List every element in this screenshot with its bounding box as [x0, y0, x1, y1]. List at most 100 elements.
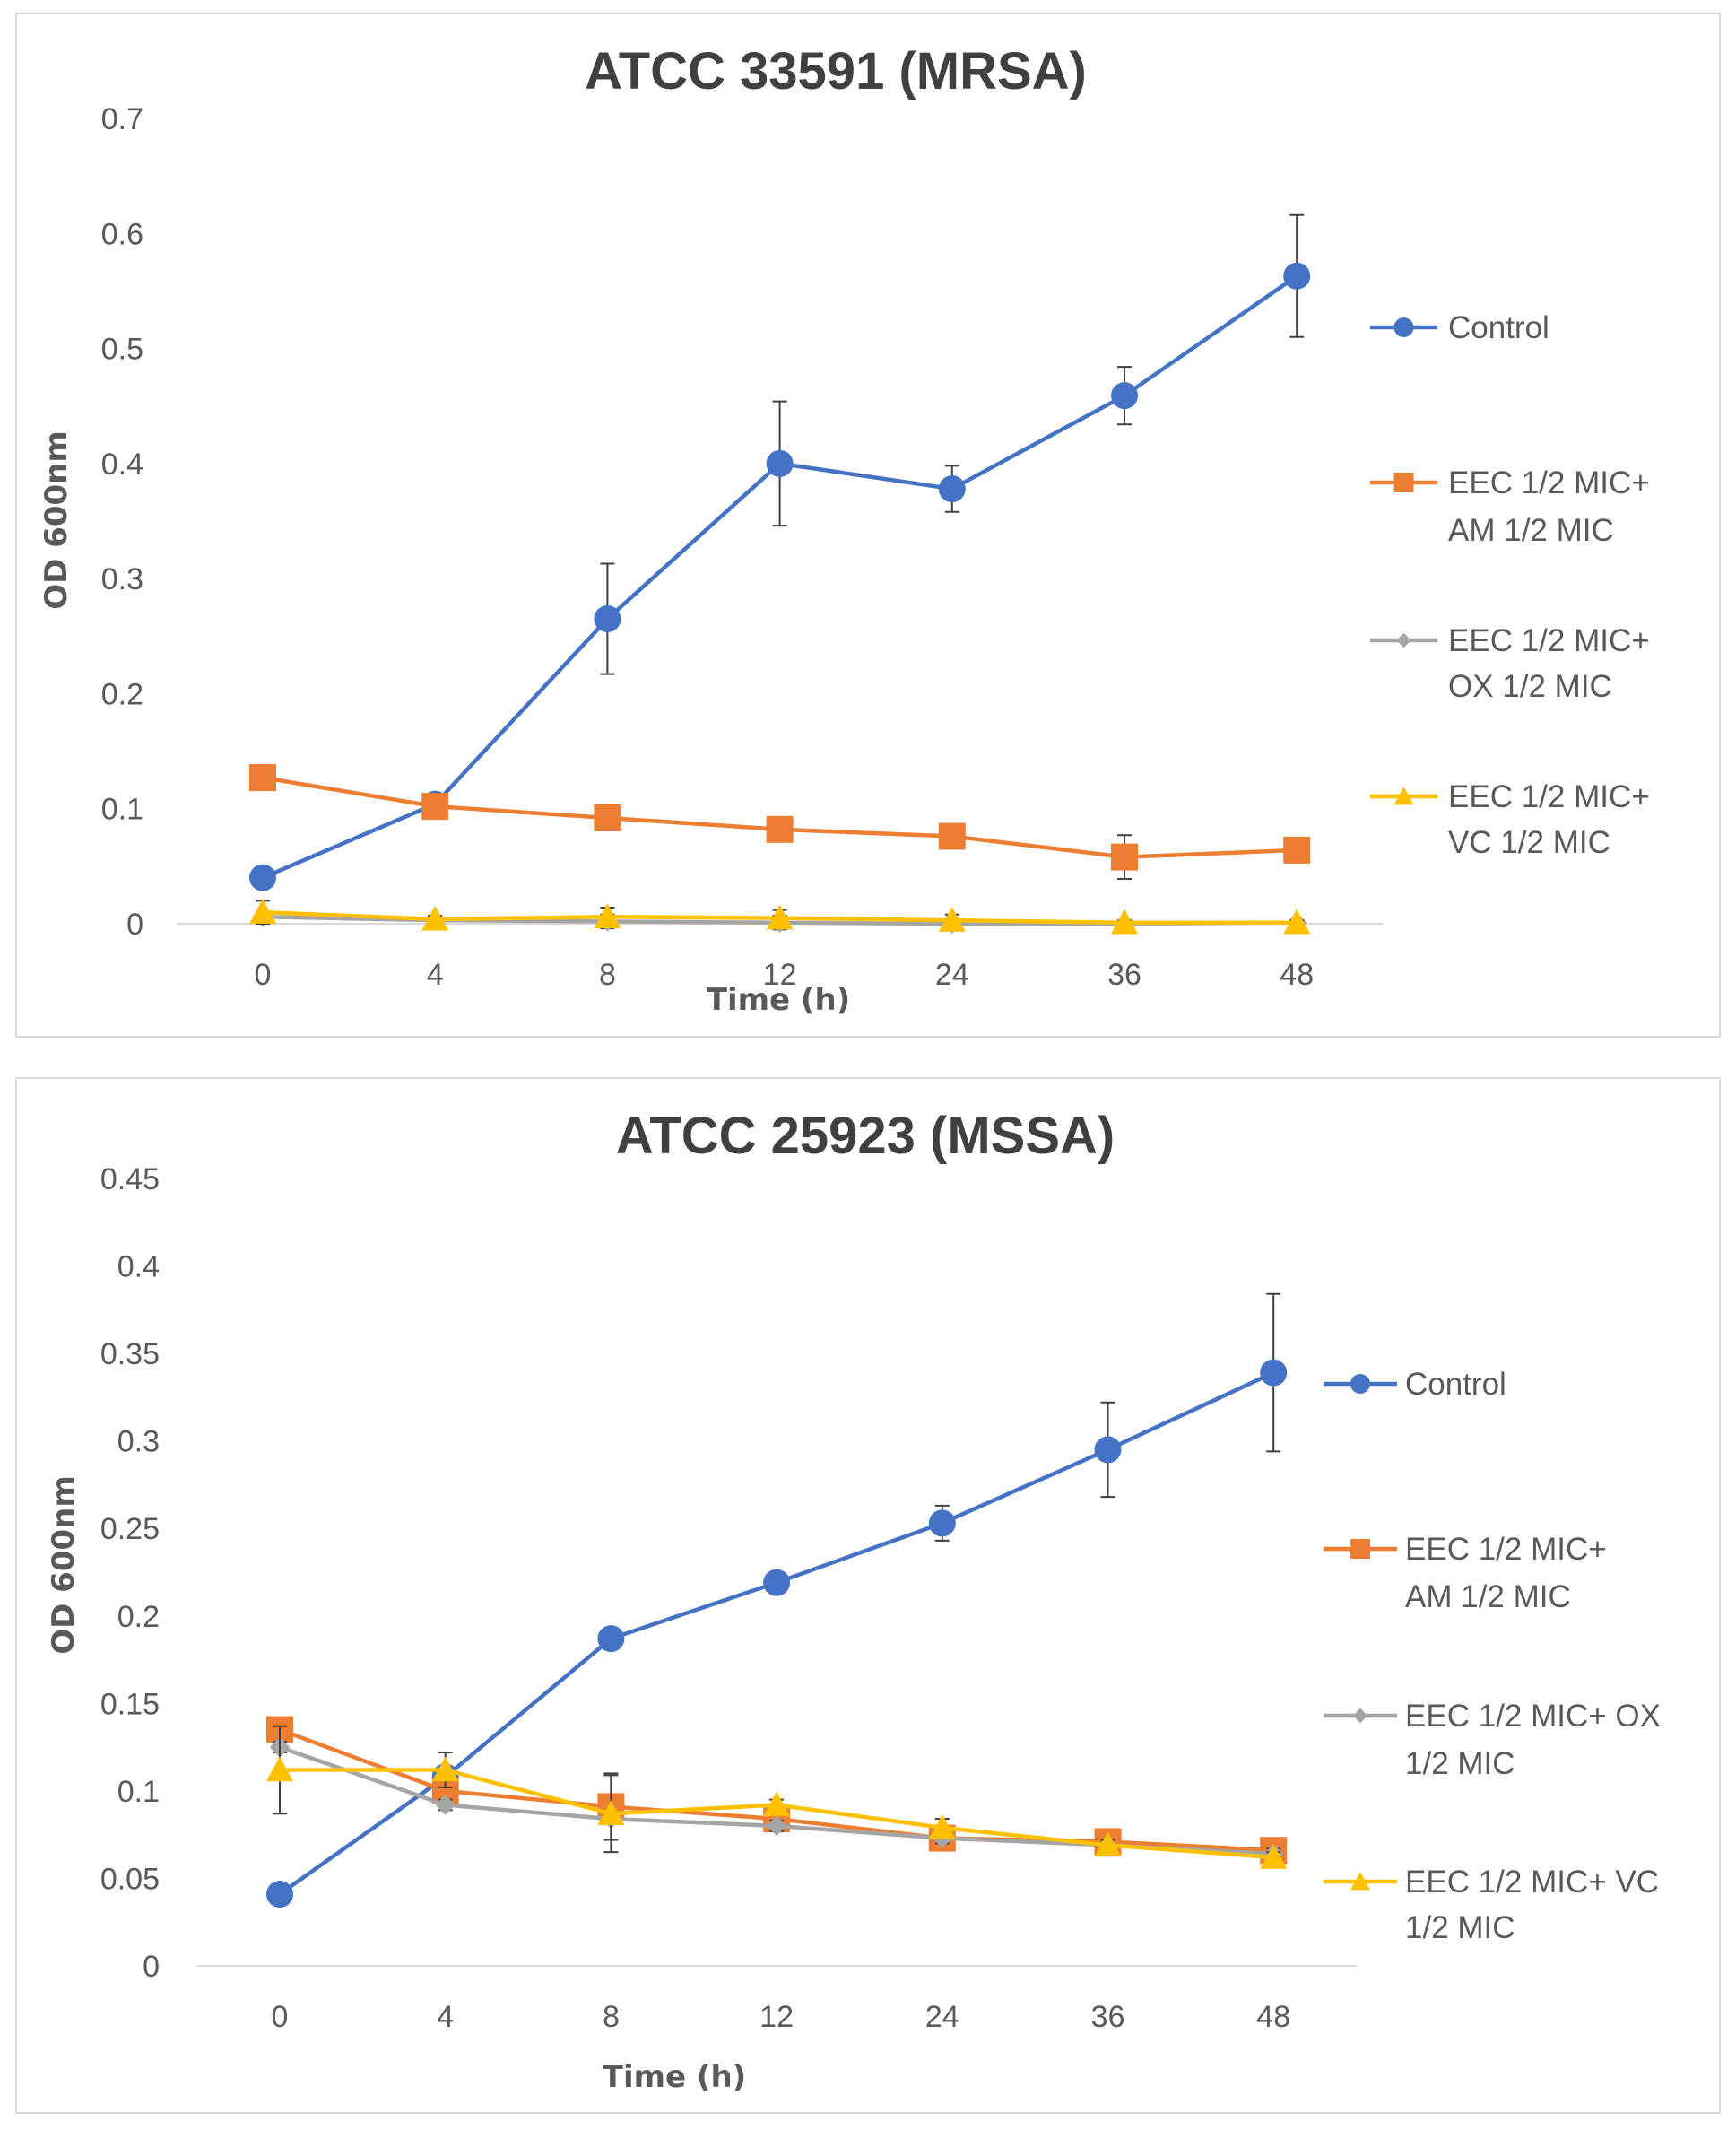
legend-item: EEC 1/2 MIC+ VC 1/2 MIC — [1324, 1865, 1659, 1945]
legend-marker — [1352, 1708, 1368, 1724]
x-tick-label: 8 — [603, 2000, 620, 2034]
x-tick-label: 36 — [1091, 2000, 1125, 2034]
data-point — [1111, 382, 1138, 410]
y-tick-label: 0.3 — [101, 562, 143, 596]
data-point — [766, 1815, 787, 1837]
legend-label: EEC 1/2 MIC+ — [1405, 1532, 1607, 1567]
data-point — [435, 1795, 456, 1815]
legend-label: 1/2 MIC — [1405, 1746, 1515, 1781]
x-tick-label: 12 — [763, 958, 797, 992]
data-point — [594, 804, 621, 831]
x-tick-labels: 0 4 8 12 24 36 48 — [255, 958, 1315, 992]
y-tick-label: 0.7 — [101, 102, 143, 136]
data-point — [1094, 1831, 1122, 1857]
data-point — [249, 864, 276, 891]
data-point — [938, 907, 966, 932]
x-tick-label: 24 — [925, 2000, 959, 2034]
x-tick-label: 48 — [1256, 2000, 1290, 2034]
data-point — [766, 449, 794, 477]
data-point — [763, 1569, 791, 1596]
y-axis-label: OD 600nm — [39, 430, 74, 610]
data-point — [1260, 1359, 1288, 1387]
legend-label: OX 1/2 MIC — [1448, 669, 1612, 704]
data-point — [594, 605, 621, 633]
y-tick-label: 0.6 — [101, 217, 143, 251]
x-axis-label: Time (h) — [707, 982, 850, 1018]
chart-mrsa: ATCC 33591 (MRSA) OD 600nm Time (h) 0 0.1… — [15, 13, 1721, 1038]
legend-label: EEC 1/2 MIC+ — [1448, 779, 1650, 814]
legend-item: EEC 1/2 MIC+ VC 1/2 MIC — [1370, 779, 1650, 860]
plot-area — [266, 1292, 1288, 1908]
x-tick-labels: 0 4 8 12 24 36 48 — [272, 2000, 1291, 2034]
chart-title: ATCC 33591 (MRSA) — [585, 42, 1087, 100]
data-point — [928, 1813, 956, 1839]
x-tick-label: 36 — [1107, 958, 1141, 992]
chart-frame — [15, 1077, 1721, 2114]
legend-label: EEC 1/2 MIC+ OX — [1405, 1699, 1661, 1734]
legend-label: VC 1/2 MIC — [1448, 825, 1610, 860]
legend-item: Control — [1370, 310, 1549, 345]
x-tick-label: 8 — [599, 958, 616, 992]
data-point — [938, 475, 966, 503]
y-tick-label: 0.15 — [100, 1687, 160, 1721]
y-tick-label: 0.5 — [101, 333, 143, 367]
data-point — [597, 1625, 625, 1653]
y-tick-labels: 0 0.1 0.2 0.3 0.4 0.5 0.6 0.7 — [101, 102, 143, 942]
legend-label: AM 1/2 MIC — [1448, 513, 1614, 548]
chart-mssa: ATCC 25923 (MSSA) OD 600nm Time (h) 0 0.0… — [15, 1077, 1721, 2114]
y-tick-labels: 0 0.05 0.1 0.15 0.2 0.25 0.3 0.35 0.4 0.45 — [100, 1162, 160, 1984]
y-tick-label: 0.4 — [117, 1250, 160, 1284]
legend-marker — [1350, 1872, 1370, 1891]
legend-item: EEC 1/2 MIC+ AM 1/2 MIC — [1370, 465, 1650, 548]
data-point — [1260, 1844, 1288, 1869]
y-tick-label: 0.25 — [100, 1512, 160, 1546]
legend-marker — [1396, 632, 1411, 648]
y-tick-label: 0.2 — [117, 1600, 160, 1634]
data-point — [266, 1881, 293, 1908]
legend-label: EEC 1/2 MIC+ VC — [1405, 1865, 1659, 1900]
data-point — [1283, 836, 1311, 864]
legend-item: EEC 1/2 MIC+ OX 1/2 MIC — [1324, 1699, 1661, 1781]
x-tick-label: 48 — [1280, 958, 1314, 992]
y-tick-label: 0.35 — [100, 1337, 160, 1371]
y-tick-label: 0.3 — [117, 1425, 160, 1459]
y-tick-label: 0.45 — [100, 1162, 160, 1196]
data-point — [1283, 909, 1311, 935]
data-point — [1283, 262, 1311, 290]
legend-item: EEC 1/2 MIC+ OX 1/2 MIC — [1370, 623, 1650, 704]
legend-label: Control — [1405, 1367, 1506, 1402]
series-square — [249, 764, 1311, 880]
data-point — [431, 1756, 459, 1782]
data-point — [766, 904, 794, 930]
data-point — [1111, 843, 1138, 871]
y-tick-label: 0.05 — [100, 1862, 160, 1896]
plot-area — [249, 213, 1311, 935]
data-point — [928, 1509, 956, 1537]
y-tick-label: 0.2 — [101, 677, 143, 711]
x-tick-label: 12 — [760, 2000, 794, 2034]
data-point — [766, 815, 794, 843]
data-point — [249, 899, 276, 924]
chart-title: ATCC 25923 (MSSA) — [616, 1107, 1115, 1165]
legend-label: AM 1/2 MIC — [1405, 1579, 1571, 1614]
y-axis-label: OD 600nm — [46, 1475, 82, 1655]
y-tick-label: 0.1 — [101, 793, 143, 827]
legend-label: Control — [1448, 310, 1549, 345]
data-point — [597, 1800, 625, 1826]
data-point — [938, 822, 966, 850]
data-point — [1111, 909, 1138, 935]
legend-marker — [1393, 317, 1414, 337]
series-triangle — [266, 1725, 1288, 1869]
data-point — [421, 793, 449, 821]
y-tick-label: 0.1 — [117, 1775, 160, 1809]
legend: Control EEC 1/2 MIC+ AM 1/2 MIC EEC 1/2 MIC… — [1324, 1367, 1661, 1945]
data-point — [249, 764, 276, 792]
x-tick-label: 0 — [255, 958, 272, 992]
y-tick-label: 0 — [126, 908, 143, 942]
x-tick-label: 0 — [272, 2000, 289, 2034]
legend-marker — [1350, 1374, 1370, 1394]
x-tick-label: 24 — [935, 958, 969, 992]
legend-marker — [1393, 787, 1414, 805]
legend-label: 1/2 MIC — [1405, 1910, 1515, 1945]
